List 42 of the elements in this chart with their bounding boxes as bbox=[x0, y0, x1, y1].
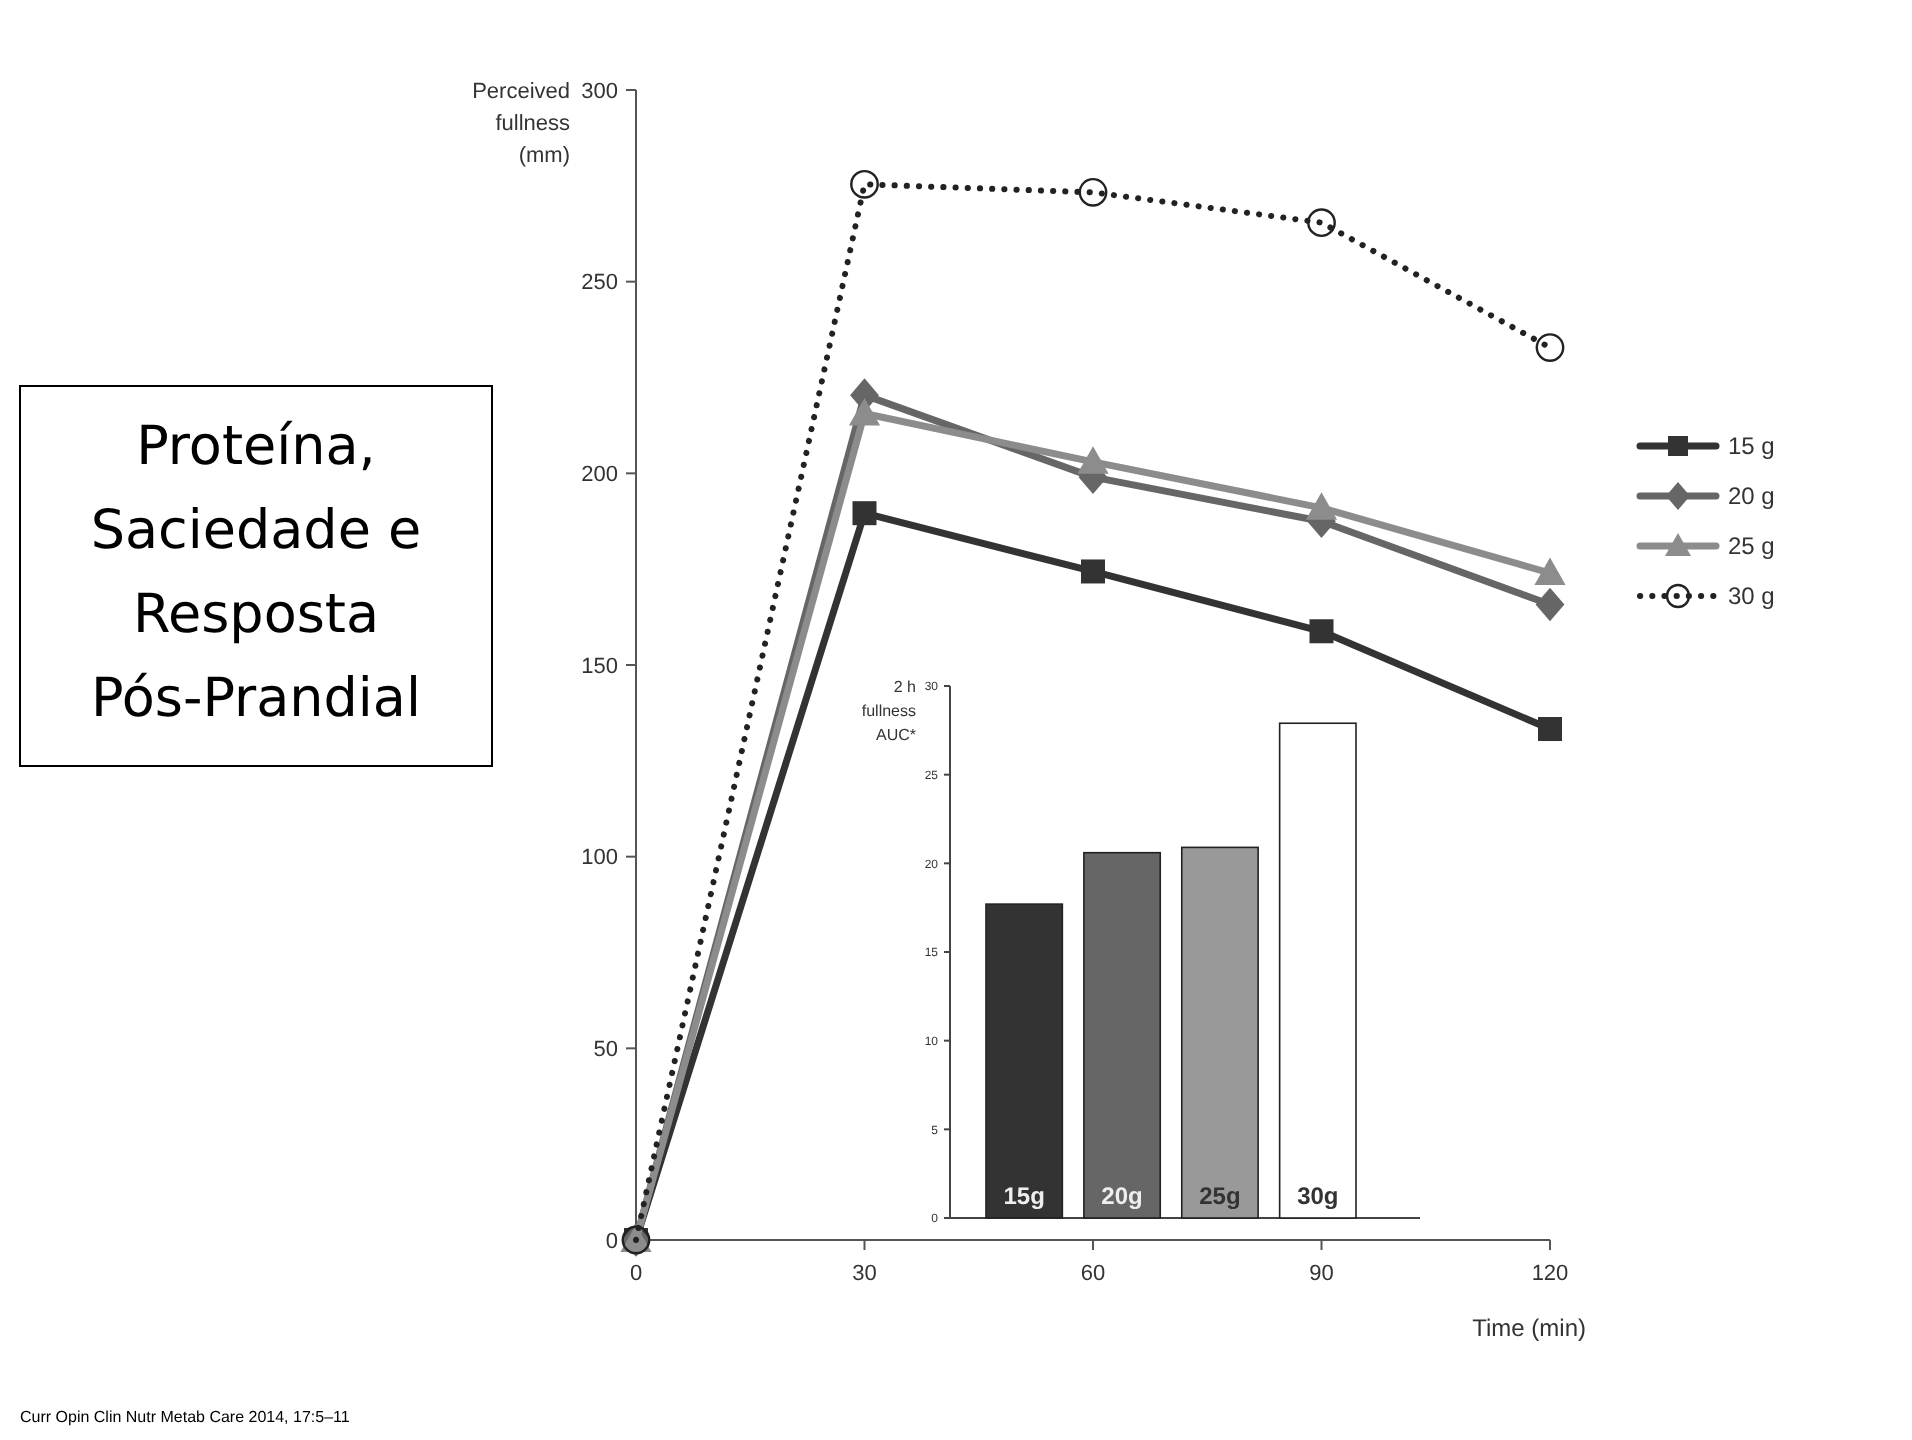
point bbox=[1077, 446, 1109, 474]
y-tick-label: 100 bbox=[581, 846, 618, 871]
text: Proteína, Saciedade e Resposta Pós-Prandial bbox=[90, 416, 422, 730]
y-axis-title: Perceived fullness (mm) bbox=[472, 80, 571, 168]
legend-label: 20 g bbox=[1728, 482, 1775, 511]
text: Curr Opin Clin Nutr Metab Care 2014, 17:5–11 bbox=[20, 1408, 351, 1426]
point bbox=[1307, 208, 1336, 238]
x-tick-label: 20g bbox=[1101, 1182, 1143, 1210]
x-tick-label: 0 bbox=[629, 1262, 643, 1286]
x-tick-label: 120 bbox=[1531, 1262, 1569, 1286]
y-axis-title: 2 h fullness AUC* bbox=[861, 678, 916, 744]
bar bbox=[985, 903, 1064, 1219]
point bbox=[852, 501, 877, 526]
point bbox=[1309, 619, 1334, 644]
x-tick-label: 15g bbox=[1003, 1182, 1045, 1210]
point bbox=[1081, 559, 1105, 584]
legend-label: 15 g bbox=[1728, 432, 1775, 461]
x-tick-label: 30 bbox=[852, 1262, 877, 1286]
legend-label: 30 g bbox=[1728, 582, 1775, 611]
x-tick-label: 90 bbox=[1309, 1262, 1334, 1286]
y-tick-label: 0 bbox=[605, 1229, 618, 1254]
point bbox=[850, 169, 879, 199]
point bbox=[1535, 333, 1565, 362]
y-tick-label: 200 bbox=[581, 463, 618, 488]
y-tick-label: 150 bbox=[581, 654, 618, 679]
legend-label: 25 g bbox=[1728, 532, 1775, 561]
bar bbox=[1083, 851, 1162, 1219]
x-tick-label: 60 bbox=[1080, 1262, 1106, 1286]
x-tick-label: 25g bbox=[1199, 1182, 1241, 1210]
y-tick-label: 250 bbox=[581, 271, 618, 296]
point bbox=[1534, 557, 1566, 585]
y-tick-label: 50 bbox=[593, 1038, 618, 1063]
bar bbox=[1180, 846, 1259, 1219]
x-tick-label: 30g bbox=[1297, 1182, 1339, 1210]
y-tick-label: 300 bbox=[581, 79, 618, 104]
point bbox=[1078, 177, 1108, 207]
point bbox=[1535, 587, 1565, 622]
point bbox=[1538, 717, 1562, 742]
bar bbox=[1278, 722, 1357, 1219]
point bbox=[1305, 492, 1338, 520]
x-axis-title: Time (min) bbox=[1472, 1314, 1586, 1342]
point bbox=[848, 397, 881, 426]
